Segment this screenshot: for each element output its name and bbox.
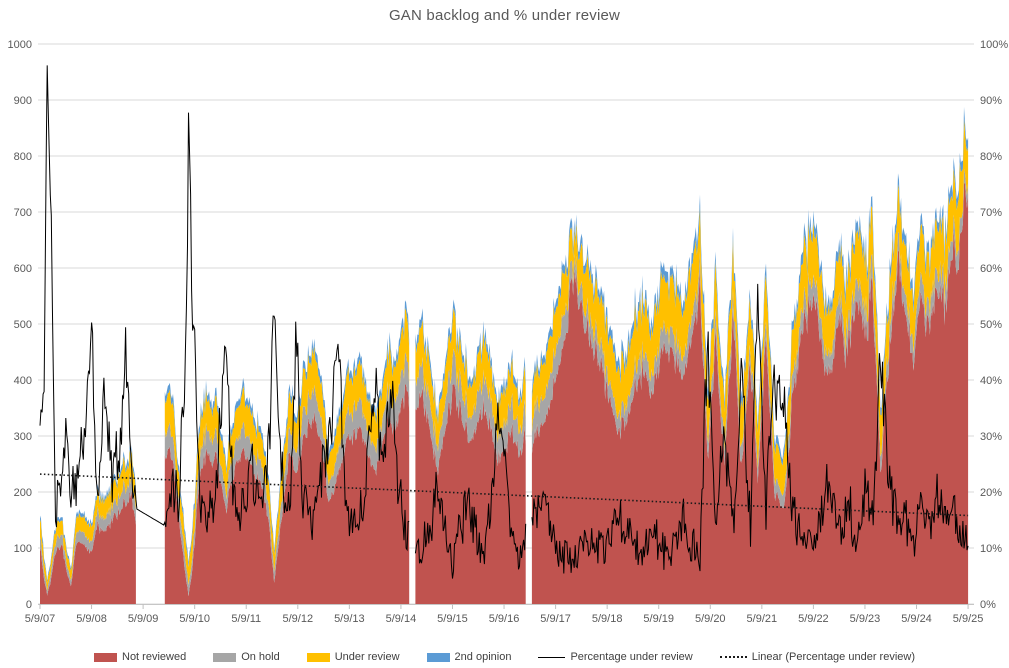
- legend-label-percentage-line: Percentage under review: [570, 651, 693, 663]
- svg-text:500: 500: [14, 319, 32, 331]
- svg-text:5/9/09: 5/9/09: [128, 613, 159, 625]
- svg-text:5/9/22: 5/9/22: [798, 613, 829, 625]
- legend-item-linear-trend: Linear (Percentage under review): [719, 651, 915, 663]
- legend-item-percentage-line: Percentage under review: [538, 651, 693, 663]
- svg-text:200: 200: [14, 487, 32, 499]
- chart-title: GAN backlog and % under review: [388, 7, 621, 24]
- svg-text:5/9/10: 5/9/10: [179, 613, 210, 625]
- svg-text:10%: 10%: [980, 543, 1002, 555]
- legend-label-linear-trend: Linear (Percentage under review): [751, 651, 915, 663]
- svg-text:20%: 20%: [980, 487, 1002, 499]
- svg-text:100: 100: [14, 543, 32, 555]
- svg-text:30%: 30%: [980, 431, 1002, 443]
- svg-text:300: 300: [14, 431, 32, 443]
- svg-text:5/9/16: 5/9/16: [489, 613, 520, 625]
- svg-text:5/9/15: 5/9/15: [437, 613, 468, 625]
- svg-text:50%: 50%: [980, 319, 1002, 331]
- legend-item-under-review: Under review: [306, 651, 400, 663]
- svg-text:5/9/18: 5/9/18: [592, 613, 623, 625]
- svg-text:5/9/23: 5/9/23: [850, 613, 881, 625]
- svg-text:5/9/17: 5/9/17: [540, 613, 571, 625]
- svg-text:0: 0: [26, 599, 32, 611]
- svg-text:600: 600: [14, 263, 32, 275]
- svg-text:800: 800: [14, 151, 32, 163]
- legend-item-on-hold: On hold: [213, 651, 280, 663]
- svg-text:100%: 100%: [980, 39, 1008, 51]
- svg-text:60%: 60%: [980, 263, 1002, 275]
- svg-text:0%: 0%: [980, 599, 996, 611]
- svg-text:5/9/14: 5/9/14: [386, 613, 417, 625]
- svg-text:5/9/21: 5/9/21: [747, 613, 778, 625]
- second-opinion-swatch: [426, 652, 450, 662]
- svg-text:5/9/20: 5/9/20: [695, 613, 726, 625]
- linear-trend-swatch: [719, 656, 747, 658]
- percentage-line-swatch: [538, 656, 566, 658]
- svg-text:5/9/19: 5/9/19: [643, 613, 674, 625]
- legend-item-2nd-opinion: 2nd opinion: [426, 651, 512, 663]
- svg-text:80%: 80%: [980, 151, 1002, 163]
- svg-text:1000: 1000: [8, 39, 32, 51]
- svg-text:5/9/25: 5/9/25: [953, 613, 984, 625]
- legend-label-on-hold: On hold: [241, 651, 280, 663]
- legend-label-under-review: Under review: [334, 651, 400, 663]
- legend-label-2nd-opinion: 2nd opinion: [454, 651, 512, 663]
- legend-item-not-reviewed: Not reviewed: [94, 651, 186, 663]
- svg-text:5/9/08: 5/9/08: [76, 613, 107, 625]
- legend-label-not-reviewed: Not reviewed: [122, 651, 187, 663]
- under-review-swatch: [306, 652, 330, 662]
- svg-text:5/9/07: 5/9/07: [25, 613, 56, 625]
- svg-text:400: 400: [14, 375, 32, 387]
- svg-text:90%: 90%: [980, 95, 1002, 107]
- on-hold-swatch: [213, 652, 237, 662]
- svg-text:5/9/11: 5/9/11: [231, 613, 261, 625]
- svg-text:40%: 40%: [980, 375, 1002, 387]
- svg-text:70%: 70%: [980, 207, 1002, 219]
- svg-text:5/9/13: 5/9/13: [334, 613, 365, 625]
- svg-text:700: 700: [14, 207, 32, 219]
- svg-text:5/9/12: 5/9/12: [283, 613, 314, 625]
- svg-text:900: 900: [14, 95, 32, 107]
- not-reviewed-swatch: [94, 652, 117, 662]
- svg-text:5/9/24: 5/9/24: [901, 613, 932, 625]
- chart-legend: Not reviewed On hold Under review 2nd op…: [0, 651, 1009, 663]
